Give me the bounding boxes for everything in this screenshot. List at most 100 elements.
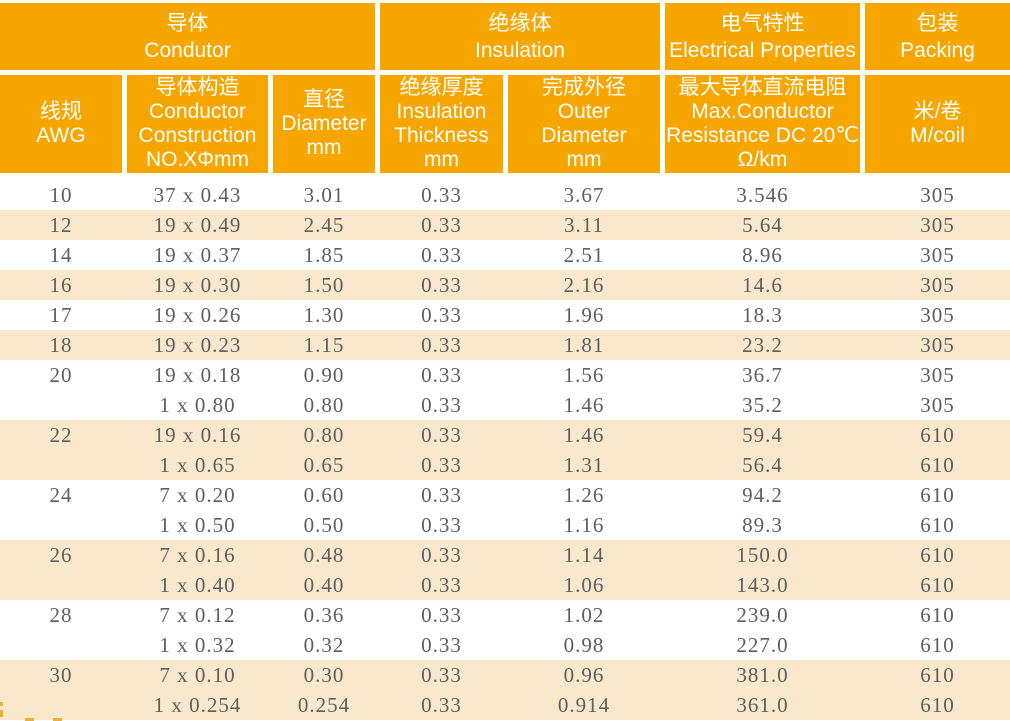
cell-packing: 305 <box>920 332 955 357</box>
cell-packing: 305 <box>920 272 955 297</box>
cell-resistance: 23.2 <box>742 332 783 357</box>
cell-awg: 28 <box>49 602 73 627</box>
table-row-awg-28: 28 7 x 0.12 0.36 0.33 1.02 239.0 610 <box>0 600 1010 630</box>
cell-outer_diameter: 1.56 <box>563 362 605 387</box>
table-row-awg-20: 20 19 x 0.18 0.90 0.33 1.56 36.7 305 <box>0 360 1010 390</box>
column-header-awg: 线规 AWG <box>0 75 122 173</box>
cell-packing: 305 <box>920 302 955 327</box>
cell-diameter: 1.30 <box>303 302 345 327</box>
cell-outer_diameter: 1.16 <box>563 512 605 537</box>
cell-insulation_thickness: 0.33 <box>421 182 462 207</box>
cell-insulation_thickness: 0.33 <box>421 302 462 327</box>
cell-awg: 18 <box>49 332 73 357</box>
column-header-line: 最大导体直流电阻 <box>678 76 847 99</box>
group-header-insulation: 绝缘体 Insulation <box>380 3 660 70</box>
cell-packing: 610 <box>920 632 955 657</box>
table-row: 1 x 0.40 0.40 0.33 1.06 143.0 610 <box>0 570 1010 600</box>
cell-resistance: 35.2 <box>742 392 783 417</box>
cell-awg: 26 <box>49 542 73 567</box>
cell-construction: 19 x 0.18 <box>153 362 242 387</box>
column-header-line: mm <box>306 136 342 159</box>
cell-packing: 610 <box>920 452 955 477</box>
cell-resistance: 150.0 <box>736 542 789 567</box>
cell-construction: 19 x 0.30 <box>153 272 242 297</box>
cell-resistance: 94.2 <box>742 482 783 507</box>
column-header-line: Conductor <box>149 100 246 123</box>
cell-packing: 610 <box>920 542 955 567</box>
cell-outer_diameter: 1.46 <box>563 392 605 417</box>
table-row-awg-18: 18 19 x 0.23 1.15 0.33 1.81 23.2 305 <box>0 330 1010 360</box>
cell-diameter: 0.40 <box>303 572 345 597</box>
cell-construction: 1 x 0.40 <box>159 572 236 597</box>
group-title-zh: 电气特性 <box>720 11 805 35</box>
column-header-line: AWG <box>36 124 86 147</box>
cell-packing: 610 <box>920 422 955 447</box>
cell-resistance: 3.546 <box>736 182 789 207</box>
cell-packing: 305 <box>920 182 955 207</box>
cell-construction: 19 x 0.49 <box>153 212 242 237</box>
cell-insulation_thickness: 0.33 <box>421 692 462 717</box>
cell-outer_diameter: 0.914 <box>557 692 611 717</box>
cell-outer_diameter: 2.51 <box>563 242 605 267</box>
cell-resistance: 56.4 <box>742 452 783 477</box>
cell-awg: 14 <box>49 242 73 267</box>
column-header-line: Max.Conductor <box>691 100 834 123</box>
column-header-line: 线规 <box>40 100 82 123</box>
cell-awg: 24 <box>49 482 73 507</box>
cell-insulation_thickness: 0.33 <box>421 512 462 537</box>
cell-construction: 37 x 0.43 <box>153 182 242 207</box>
column-header-line: 绝缘厚度 <box>399 76 484 99</box>
cell-construction: 19 x 0.16 <box>153 422 242 447</box>
cell-construction: 1 x 0.50 <box>159 512 236 537</box>
column-header-line: Ω/km <box>737 148 788 171</box>
cell-resistance: 239.0 <box>736 602 789 627</box>
group-header-electrical-properties: 电气特性 Electrical Properties <box>665 3 860 70</box>
cell-resistance: 36.7 <box>742 362 783 387</box>
table-row-awg-16: 16 19 x 0.30 1.50 0.33 2.16 14.6 305 <box>0 270 1010 300</box>
cell-awg: 12 <box>49 212 73 237</box>
table-row-awg-10: 10 37 x 0.43 3.01 0.33 3.67 3.546 305 <box>0 180 1010 210</box>
cell-insulation_thickness: 0.33 <box>421 602 462 627</box>
column-header-line: Resistance DC 20℃ <box>666 124 859 147</box>
cell-diameter: 0.36 <box>303 602 345 627</box>
cell-diameter: 0.50 <box>303 512 345 537</box>
cell-awg: 22 <box>49 422 73 447</box>
group-title-en: Insulation <box>475 38 565 62</box>
cell-insulation_thickness: 0.33 <box>421 662 462 687</box>
cell-resistance: 361.0 <box>736 692 789 717</box>
cell-diameter: 0.80 <box>303 422 345 447</box>
column-header-diameter: 直径 Diameter mm <box>273 75 375 173</box>
cell-insulation_thickness: 0.33 <box>421 272 462 297</box>
cell-diameter: 2.45 <box>303 212 345 237</box>
cell-construction: 19 x 0.37 <box>153 242 242 267</box>
cell-insulation_thickness: 0.33 <box>421 392 462 417</box>
cell-outer_diameter: 1.26 <box>563 482 605 507</box>
cell-resistance: 18.3 <box>742 302 783 327</box>
cell-outer_diameter: 0.96 <box>563 662 605 687</box>
group-title-zh: 绝缘体 <box>488 11 552 35</box>
cell-insulation_thickness: 0.33 <box>421 332 462 357</box>
column-header-line: mm <box>566 148 602 171</box>
cell-diameter: 0.80 <box>303 392 345 417</box>
cell-resistance: 143.0 <box>736 572 789 597</box>
cell-packing: 610 <box>920 482 955 507</box>
column-header-resistance: 最大导体直流电阻 Max.Conductor Resistance DC 20℃ Ω/… <box>665 75 860 173</box>
cell-outer_diameter: 1.14 <box>563 542 605 567</box>
cutoff-accent-dash <box>53 718 62 721</box>
cell-outer_diameter: 1.06 <box>563 572 605 597</box>
cell-awg: 17 <box>49 302 73 327</box>
cell-diameter: 0.30 <box>303 662 345 687</box>
group-title-en: Electrical Properties <box>669 38 856 62</box>
cell-construction: 19 x 0.26 <box>153 302 242 327</box>
cell-insulation_thickness: 0.33 <box>421 632 462 657</box>
cell-resistance: 89.3 <box>742 512 783 537</box>
group-header-packing: 包装 Packing <box>865 3 1010 70</box>
cell-awg: 10 <box>49 182 73 207</box>
cell-diameter: 0.60 <box>303 482 345 507</box>
column-header-line: Outer <box>557 100 611 123</box>
cell-packing: 305 <box>920 392 955 417</box>
cell-construction: 19 x 0.23 <box>153 332 242 357</box>
cell-insulation_thickness: 0.33 <box>421 482 462 507</box>
column-header-line: 米/卷 <box>913 100 962 123</box>
cell-diameter: 0.48 <box>303 542 345 567</box>
